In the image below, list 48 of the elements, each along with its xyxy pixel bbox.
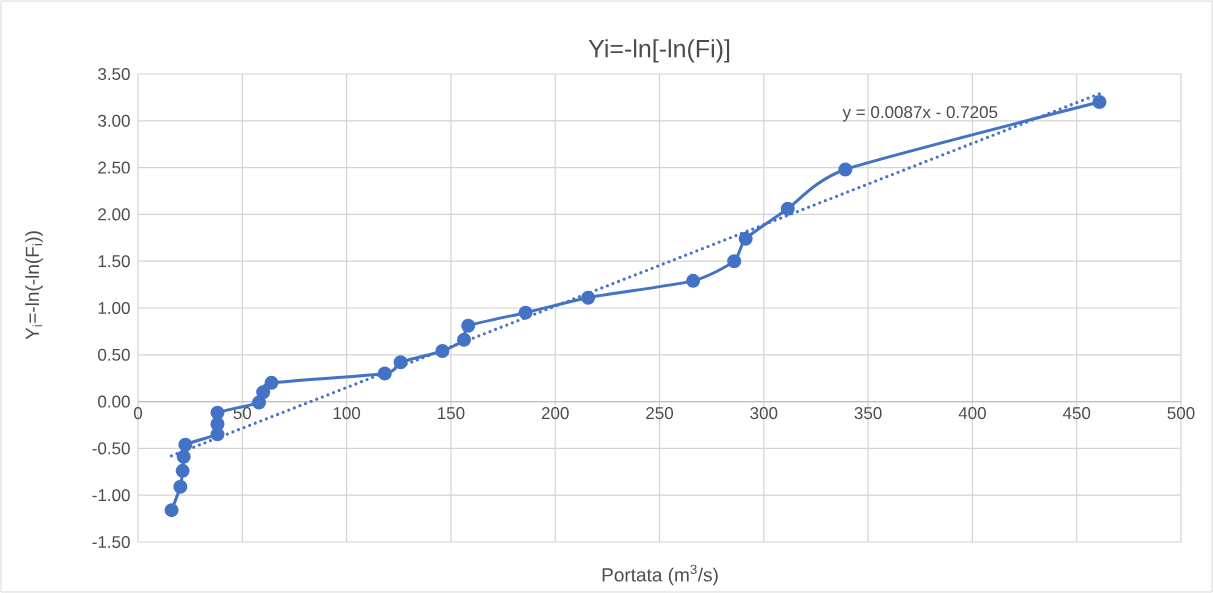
point (838, 162, 853, 177)
point (178, 437, 193, 452)
point (1092, 95, 1107, 110)
y-tick-label: 3.50 (98, 67, 130, 81)
y-tick-label: 0.00 (98, 395, 130, 408)
point (164, 503, 179, 518)
x-tick-label: 150 (438, 407, 465, 420)
y-tick-label: 1.50 (98, 255, 130, 268)
chart-title: Yi=-ln[-ln(Fi)] (588, 39, 730, 63)
y-tick-label: 2.00 (98, 208, 130, 221)
point (581, 290, 596, 305)
point (738, 231, 753, 246)
x-tick-label: 500 (1167, 407, 1195, 420)
y-tick-label: -0.50 (92, 442, 130, 455)
point (175, 463, 190, 478)
point (176, 449, 191, 464)
point (264, 375, 279, 390)
y-tick-label: 2.50 (98, 161, 130, 174)
y-tick-label: 3.00 (98, 114, 130, 127)
point (256, 385, 271, 400)
point (686, 273, 701, 288)
point (457, 332, 472, 347)
x-axis-title: Portata (m$^{3}$/s) (602, 564, 718, 586)
x-tick-label: 450 (1062, 407, 1091, 420)
point (210, 405, 225, 420)
point (518, 305, 533, 320)
x-tick-label: 0 (133, 407, 143, 420)
y-axis-title: Y$_{i}$=-ln(-ln(F$_{i}$)) (25, 231, 43, 340)
point (377, 366, 392, 381)
point (210, 417, 225, 432)
point (461, 318, 476, 333)
x-tick-label: 100 (333, 407, 361, 420)
y-tick-label: -1.00 (92, 489, 130, 502)
point (173, 479, 188, 494)
y-tick-label: 1.00 (98, 301, 130, 315)
y-tick-label: -1.50 (92, 535, 130, 549)
y-tick-label: 0.50 (98, 348, 130, 361)
point (727, 254, 742, 269)
point (780, 201, 795, 216)
point (252, 395, 266, 410)
point (435, 344, 450, 359)
x-tick-label: 400 (958, 407, 986, 420)
annotation: y = 0.0087x - 0.7205 (842, 106, 998, 122)
x-tick-label: 200 (541, 407, 569, 420)
x-tick-label: 350 (854, 407, 882, 420)
x-tick-label: 250 (646, 407, 674, 420)
x-tick-label: 300 (750, 407, 778, 420)
point (393, 355, 408, 370)
